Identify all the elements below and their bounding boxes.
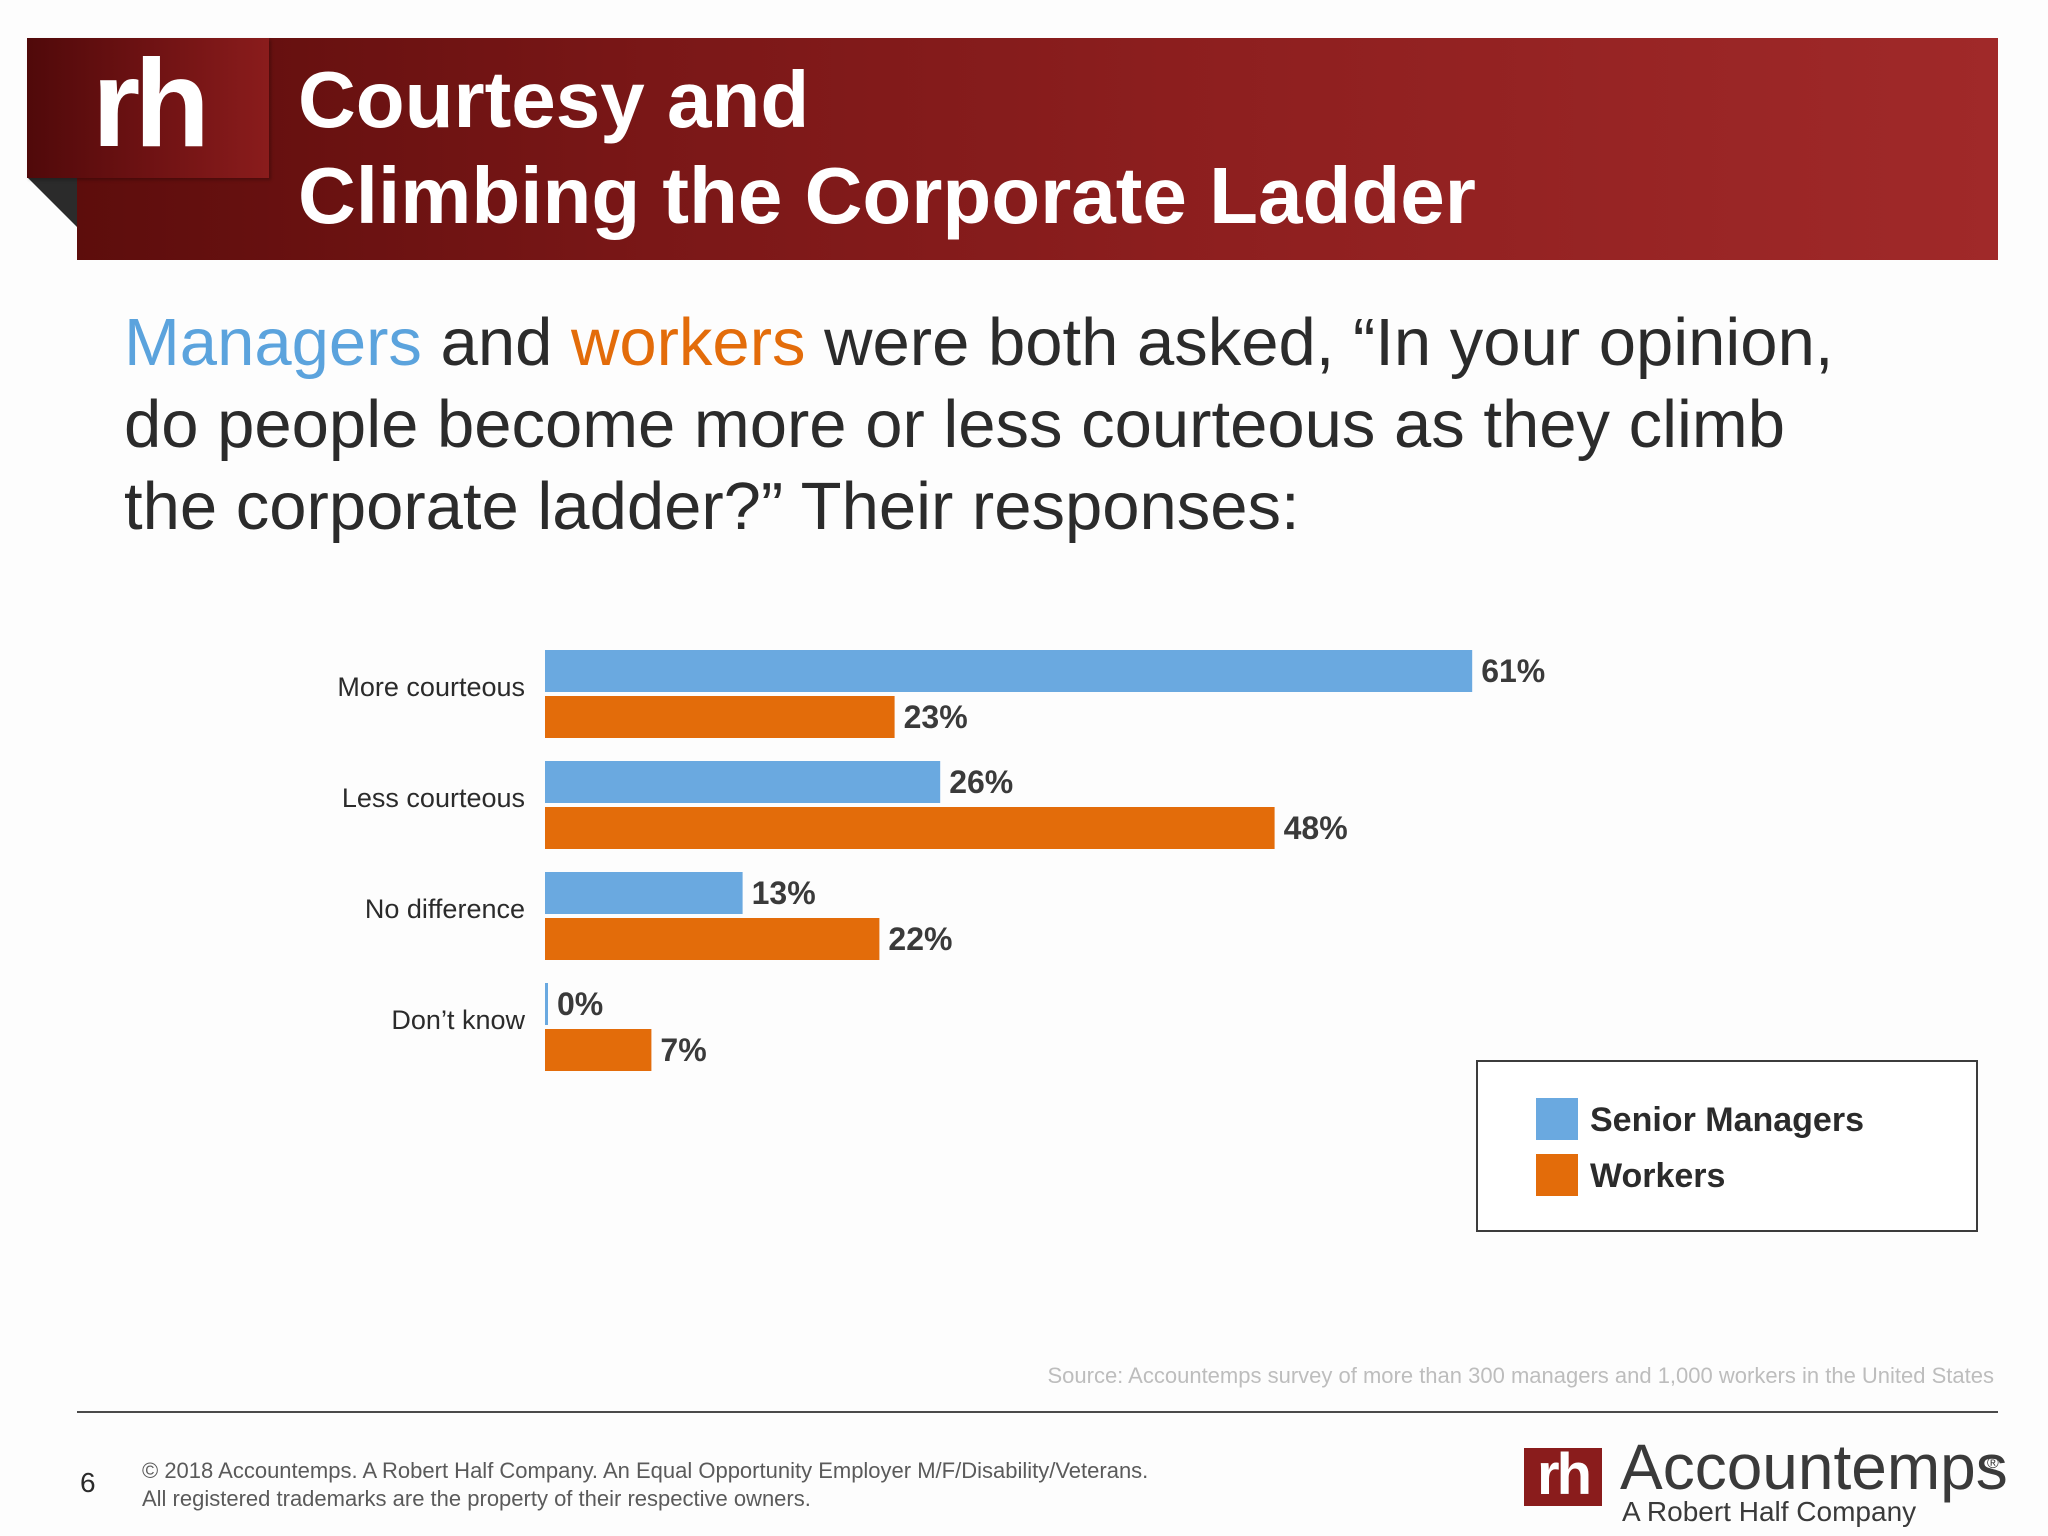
slide-title-line-1: Courtesy and [298, 55, 810, 144]
bar-senior-managers-less-courteous [545, 761, 941, 803]
slide-title: Courtesy and Climbing the Corporate Ladd… [298, 52, 1978, 244]
rh-logo-text: rh [92, 35, 210, 173]
bar-senior-managers-don-t-know [545, 983, 548, 1025]
value-label-workers-more-courteous: 23% [904, 699, 968, 735]
copyright-notice: © 2018 Accountemps. A Robert Half Compan… [142, 1457, 1148, 1513]
bar-workers-less-courteous [545, 807, 1275, 849]
accountemps-wordmark: Accountemps [1620, 1431, 2008, 1503]
legend-swatch-workers [1536, 1154, 1578, 1196]
slide-title-line-2: Climbing the Corporate Ladder [298, 151, 1476, 240]
accountemps-tagline: A Robert Half Company [1622, 1496, 1917, 1527]
survey-question: Managers and workers were both asked, “I… [124, 302, 1954, 548]
copyright-line-1: © 2018 Accountemps. A Robert Half Compan… [142, 1458, 1149, 1483]
value-label-senior-managers-don-t-know: 0% [557, 986, 603, 1022]
accountemps-rh-mark-text: rh [1537, 1442, 1592, 1507]
rh-logo: rh [27, 38, 269, 178]
category-label-no-difference: No difference [365, 894, 525, 924]
category-label-don-t-know: Don’t know [391, 1005, 525, 1035]
question-rest: were both asked, “In your opinion, [805, 305, 1834, 380]
value-label-workers-don-t-know: 7% [660, 1032, 706, 1068]
bar-workers-no-difference [545, 918, 880, 960]
value-label-senior-managers-more-courteous: 61% [1481, 653, 1545, 689]
bar-workers-more-courteous [545, 696, 895, 738]
bar-workers-don-t-know [545, 1029, 652, 1071]
managers-highlight: Managers [124, 305, 422, 380]
survey-question-line-2: do people become more or less courteous … [124, 387, 1785, 462]
legend-swatch-senior-managers [1536, 1098, 1578, 1140]
chart-legend: Senior Managers Workers [1476, 1060, 1978, 1232]
copyright-line-2: All registered trademarks are the proper… [142, 1486, 811, 1511]
source-note: Source: Accountemps survey of more than … [1047, 1363, 1994, 1388]
bar-senior-managers-no-difference [545, 872, 743, 914]
footer-divider [77, 1411, 1998, 1413]
banner-fold-shadow [27, 177, 77, 227]
survey-question-line-1: Managers and workers were both asked, “I… [124, 302, 1954, 384]
question-and: and [421, 305, 571, 380]
category-label-less-courteous: Less courteous [342, 783, 525, 813]
page-number: 6 [80, 1467, 96, 1498]
legend-label-senior-managers: Senior Managers [1590, 1101, 1864, 1139]
category-label-more-courteous: More courteous [337, 672, 525, 702]
title-banner: Courtesy and Climbing the Corporate Ladd… [77, 38, 1998, 260]
value-label-senior-managers-no-difference: 13% [752, 875, 816, 911]
legend-label-workers: Workers [1590, 1157, 1726, 1195]
bar-senior-managers-more-courteous [545, 650, 1473, 692]
workers-highlight: workers [570, 305, 806, 380]
value-label-workers-no-difference: 22% [888, 921, 952, 957]
survey-question-line-3: the corporate ladder?” Their responses: [124, 469, 1300, 544]
accountemps-rh-mark: rh [1524, 1442, 1602, 1507]
registered-mark: ® [1987, 1455, 1999, 1472]
value-label-workers-less-courteous: 48% [1284, 810, 1348, 846]
value-label-senior-managers-less-courteous: 26% [949, 764, 1013, 800]
